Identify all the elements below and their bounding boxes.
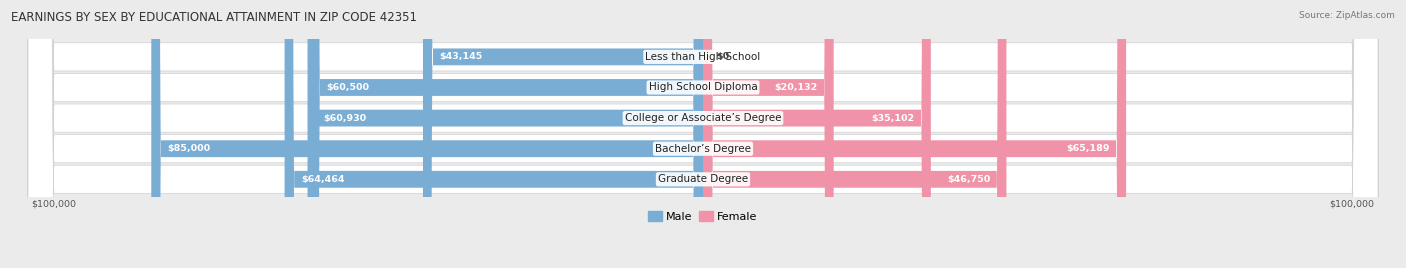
Text: Source: ZipAtlas.com: Source: ZipAtlas.com (1299, 11, 1395, 20)
Text: $85,000: $85,000 (167, 144, 211, 153)
FancyBboxPatch shape (423, 0, 703, 268)
Text: Bachelor’s Degree: Bachelor’s Degree (655, 144, 751, 154)
FancyBboxPatch shape (28, 0, 1378, 268)
Text: $35,102: $35,102 (872, 114, 915, 122)
Text: High School Diploma: High School Diploma (648, 83, 758, 92)
Text: $0: $0 (716, 52, 730, 61)
FancyBboxPatch shape (308, 0, 703, 268)
FancyBboxPatch shape (703, 0, 1126, 268)
FancyBboxPatch shape (703, 0, 931, 268)
Text: EARNINGS BY SEX BY EDUCATIONAL ATTAINMENT IN ZIP CODE 42351: EARNINGS BY SEX BY EDUCATIONAL ATTAINMEN… (11, 11, 418, 24)
Text: $60,930: $60,930 (323, 114, 367, 122)
FancyBboxPatch shape (28, 0, 1378, 268)
Text: Graduate Degree: Graduate Degree (658, 174, 748, 184)
FancyBboxPatch shape (28, 0, 1378, 268)
FancyBboxPatch shape (284, 0, 703, 268)
Text: $20,132: $20,132 (775, 83, 817, 92)
FancyBboxPatch shape (152, 0, 703, 268)
Legend: Male, Female: Male, Female (644, 207, 762, 226)
Text: $64,464: $64,464 (301, 175, 344, 184)
Text: $46,750: $46,750 (948, 175, 990, 184)
FancyBboxPatch shape (28, 0, 1378, 268)
Text: $65,189: $65,189 (1066, 144, 1109, 153)
Text: $43,145: $43,145 (439, 52, 482, 61)
FancyBboxPatch shape (311, 0, 703, 268)
FancyBboxPatch shape (28, 0, 1378, 268)
Text: $60,500: $60,500 (326, 83, 370, 92)
FancyBboxPatch shape (703, 0, 1007, 268)
Text: Less than High School: Less than High School (645, 52, 761, 62)
FancyBboxPatch shape (703, 0, 834, 268)
Text: College or Associate’s Degree: College or Associate’s Degree (624, 113, 782, 123)
